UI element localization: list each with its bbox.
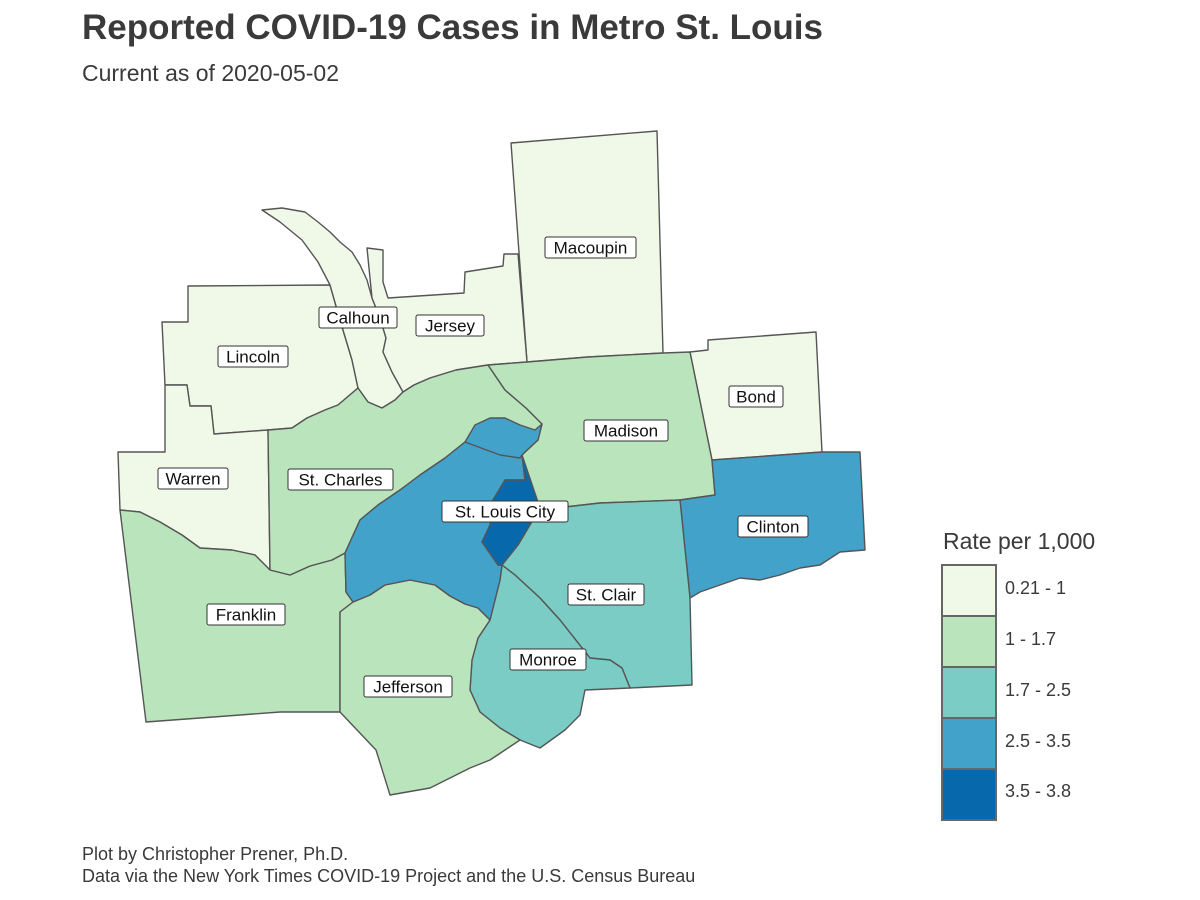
legend-key-2 bbox=[943, 668, 995, 719]
svg-text:Macoupin: Macoupin bbox=[554, 239, 628, 258]
svg-text:St. Charles: St. Charles bbox=[298, 471, 382, 490]
legend-key-1 bbox=[943, 617, 995, 668]
legend-label-1: 1 - 1.7 bbox=[1005, 629, 1057, 649]
svg-text:Monroe: Monroe bbox=[519, 651, 577, 670]
legend-label-0: 0.21 - 1 bbox=[1005, 578, 1067, 598]
legend-keys bbox=[941, 564, 997, 821]
map-subtitle: Current as of 2020-05-02 bbox=[82, 60, 339, 86]
legend-title: Rate per 1,000 bbox=[943, 528, 1096, 554]
label-lincoln: Lincoln bbox=[217, 345, 289, 368]
legend-key-4 bbox=[943, 770, 995, 819]
svg-text:Clinton: Clinton bbox=[747, 518, 800, 537]
label-bond: Bond bbox=[728, 385, 784, 408]
svg-text:Lincoln: Lincoln bbox=[226, 348, 280, 367]
county-labels: Macoupin Calhoun Jersey Lincoln Bond War… bbox=[157, 236, 809, 698]
label-stlouiscity: St. Louis City bbox=[441, 500, 569, 523]
svg-text:Jersey: Jersey bbox=[425, 317, 476, 336]
label-jefferson: Jefferson bbox=[363, 675, 453, 698]
label-warren: Warren bbox=[157, 467, 229, 490]
label-clinton: Clinton bbox=[737, 515, 809, 538]
svg-text:Jefferson: Jefferson bbox=[373, 678, 443, 697]
svg-text:Calhoun: Calhoun bbox=[326, 309, 389, 328]
caption-source: Data via the New York Times COVID-19 Pro… bbox=[82, 866, 696, 886]
label-macoupin: Macoupin bbox=[544, 236, 637, 259]
legend-key-0 bbox=[943, 566, 995, 617]
label-stclair: St. Clair bbox=[567, 583, 645, 606]
svg-text:Warren: Warren bbox=[165, 470, 220, 489]
svg-text:Madison: Madison bbox=[594, 422, 658, 441]
legend-label-4: 3.5 - 3.8 bbox=[1005, 781, 1072, 801]
svg-text:St. Clair: St. Clair bbox=[576, 586, 637, 605]
map-title: Reported COVID-19 Cases in Metro St. Lou… bbox=[82, 8, 823, 47]
svg-text:St. Louis City: St. Louis City bbox=[455, 503, 556, 522]
svg-text:Franklin: Franklin bbox=[216, 606, 276, 625]
svg-text:Bond: Bond bbox=[736, 388, 776, 407]
label-franklin: Franklin bbox=[206, 603, 286, 626]
legend-key-3 bbox=[943, 719, 995, 770]
county-shapes bbox=[117, 130, 866, 796]
legend-label-2: 1.7 - 2.5 bbox=[1005, 680, 1072, 700]
label-monroe: Monroe bbox=[509, 648, 587, 671]
label-jersey: Jersey bbox=[415, 314, 485, 337]
legend-label-3: 2.5 - 3.5 bbox=[1005, 731, 1072, 751]
caption-author: Plot by Christopher Prener, Ph.D. bbox=[82, 844, 349, 864]
label-calhoun: Calhoun bbox=[318, 306, 398, 329]
label-madison: Madison bbox=[583, 419, 669, 442]
label-stcharles: St. Charles bbox=[287, 468, 394, 491]
